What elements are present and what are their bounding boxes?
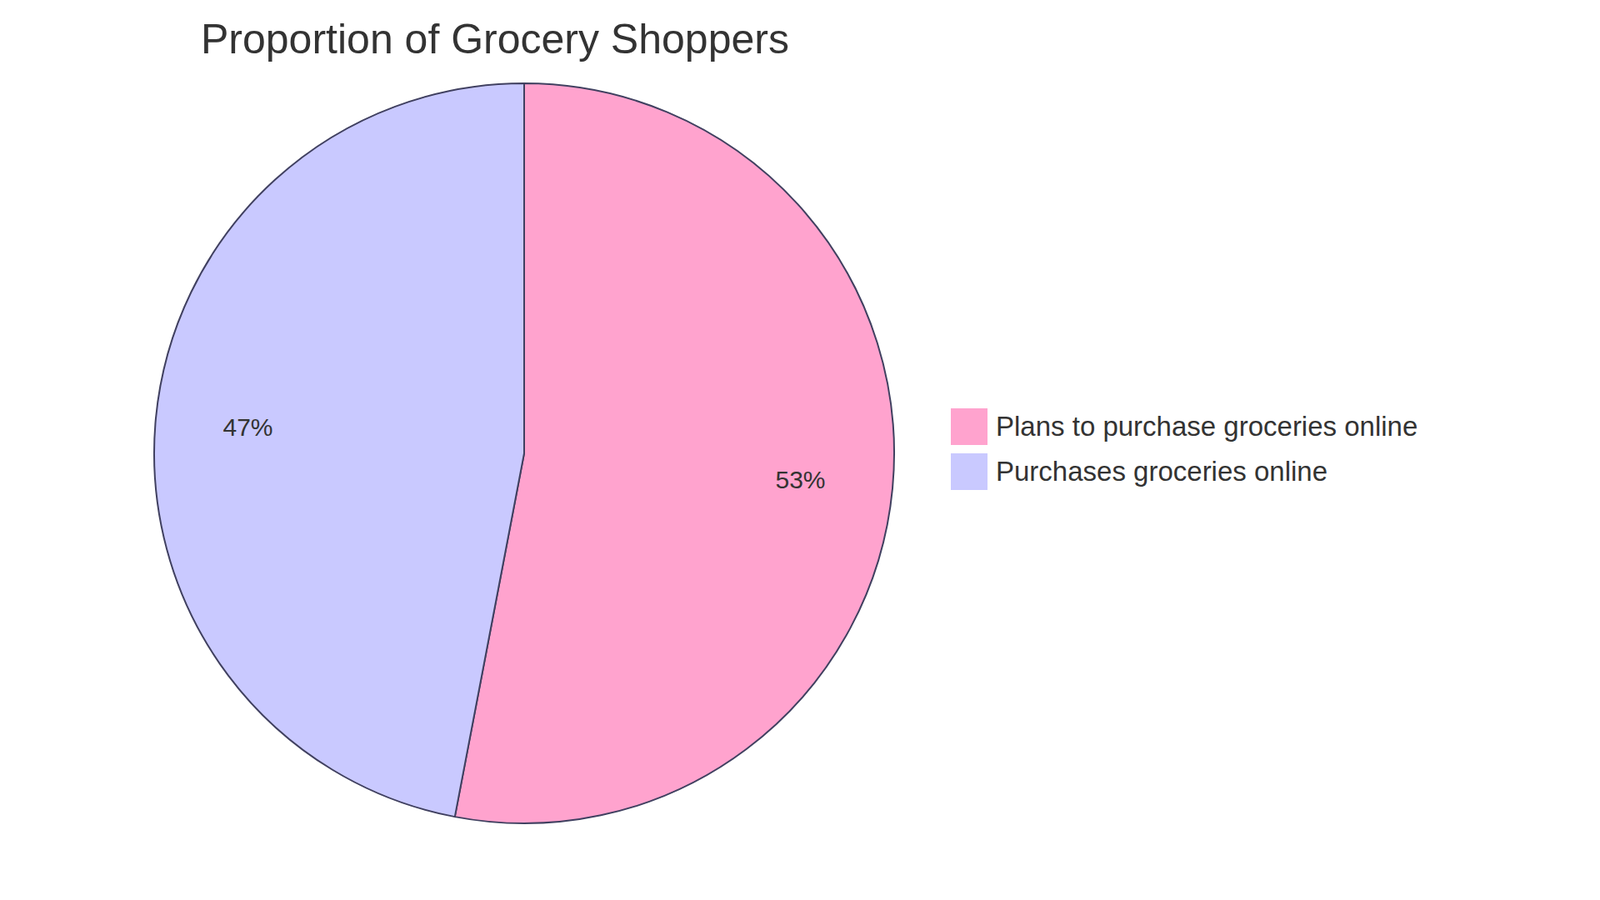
html-text:Plans to purchase groceries on: Plans to purchase groceries online xyxy=(995,410,1418,442)
html-text:Proportion of Grocery Shoppers: Proportion of Grocery Shoppers xyxy=(200,15,790,63)
html-text:Purchases groceries online: Purchases groceries online xyxy=(995,455,1328,487)
svg-text:53%: 53% xyxy=(775,465,825,494)
svg-text:47%: 47% xyxy=(222,413,273,441)
